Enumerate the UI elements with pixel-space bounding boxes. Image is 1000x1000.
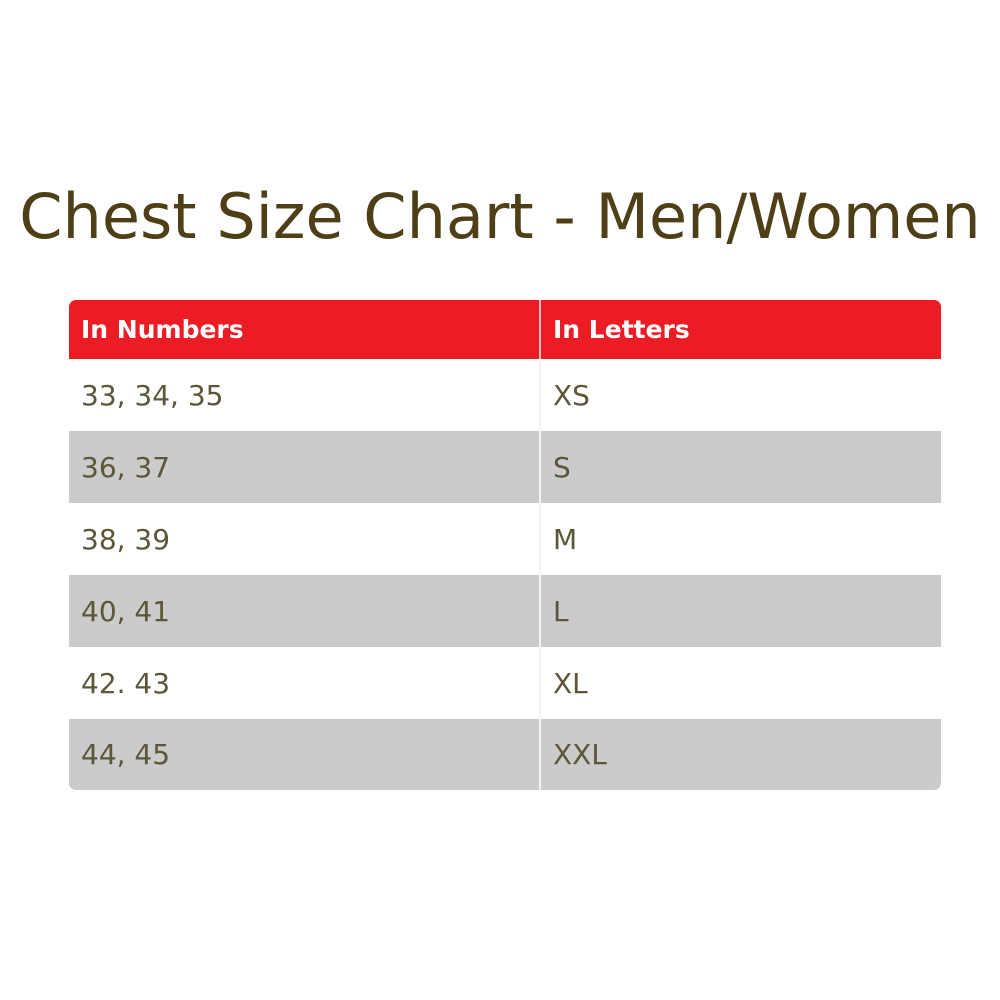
letters-cell: XL xyxy=(553,666,588,700)
letters-cell: S xyxy=(553,450,571,484)
numbers-cell: 40, 41 xyxy=(69,575,541,647)
numbers-cell: 36, 37 xyxy=(69,431,541,503)
table-row: 36, 37 S xyxy=(69,431,941,503)
letters-cell: L xyxy=(553,594,569,628)
header-in-letters: In Letters xyxy=(553,315,690,344)
numbers-cell: 42. 43 xyxy=(69,647,541,719)
letters-cell: XS xyxy=(553,378,590,412)
numbers-cell: 38, 39 xyxy=(69,503,541,575)
numbers-cell: 33, 34, 35 xyxy=(69,359,541,431)
table-row: 40, 41 L xyxy=(69,575,941,647)
size-table: In Numbers In Letters 33, 34, 35 XS 36, … xyxy=(69,300,941,790)
table-header: In Numbers In Letters xyxy=(69,300,941,359)
table-row: 44, 45 XXL xyxy=(69,719,941,790)
letters-cell: XXL xyxy=(553,738,607,771)
table-row: 38, 39 M xyxy=(69,503,941,575)
numbers-cell: 44, 45 xyxy=(69,719,541,790)
table-row: 42. 43 XL xyxy=(69,647,941,719)
header-in-numbers: In Numbers xyxy=(69,300,541,359)
table-row: 33, 34, 35 XS xyxy=(69,359,941,431)
page-title: Chest Size Chart - Men/Women xyxy=(19,180,981,253)
letters-cell: M xyxy=(553,522,578,556)
